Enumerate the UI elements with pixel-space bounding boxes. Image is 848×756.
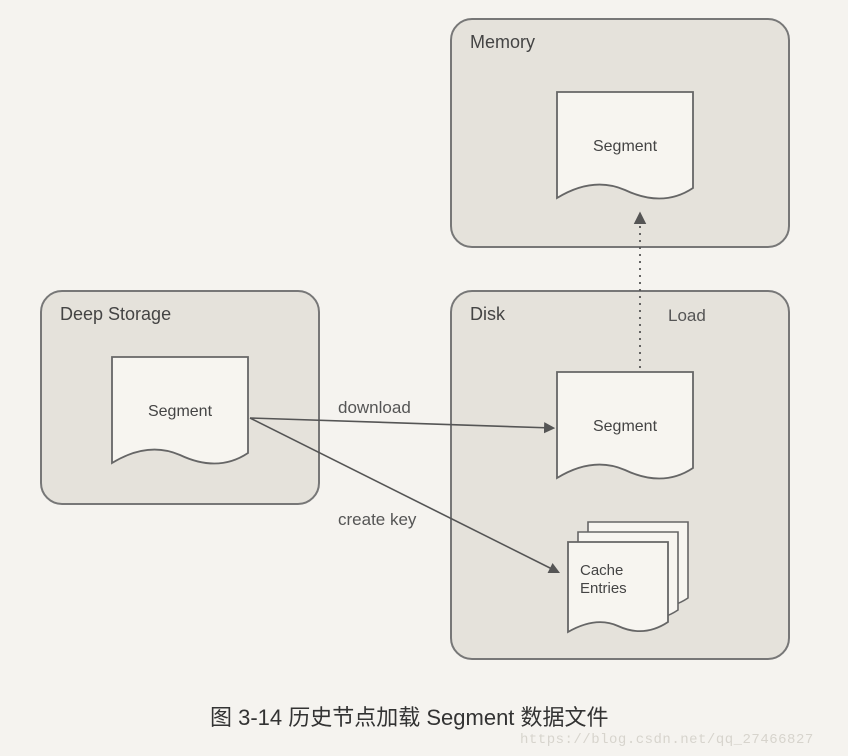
- diagram-canvas: Deep Storage Memory Disk Segment Segment…: [0, 0, 848, 756]
- segment-deep-storage: Segment: [110, 355, 250, 475]
- figure-caption: 图 3-14 历史节点加载 Segment 数据文件: [210, 700, 609, 732]
- cache-label: Cache Entries: [580, 562, 627, 598]
- container-label-deep-storage: Deep Storage: [60, 304, 171, 325]
- watermark: https://blog.csdn.net/qq_27466827: [520, 732, 814, 748]
- container-label-memory: Memory: [470, 32, 535, 53]
- segment-label: Segment: [555, 418, 695, 436]
- segment-memory: Segment: [555, 90, 695, 210]
- segment-label: Segment: [555, 138, 695, 156]
- segment-disk: Segment: [555, 370, 695, 490]
- cache-label-line2: Entries: [580, 580, 627, 597]
- cache-entries: Cache Entries: [560, 520, 690, 640]
- edge-label-download: download: [338, 398, 411, 418]
- edge-label-load: Load: [668, 306, 706, 326]
- cache-label-line1: Cache: [580, 562, 623, 579]
- edge-label-create-key: create key: [338, 510, 416, 530]
- segment-label: Segment: [110, 403, 250, 421]
- container-label-disk: Disk: [470, 304, 505, 325]
